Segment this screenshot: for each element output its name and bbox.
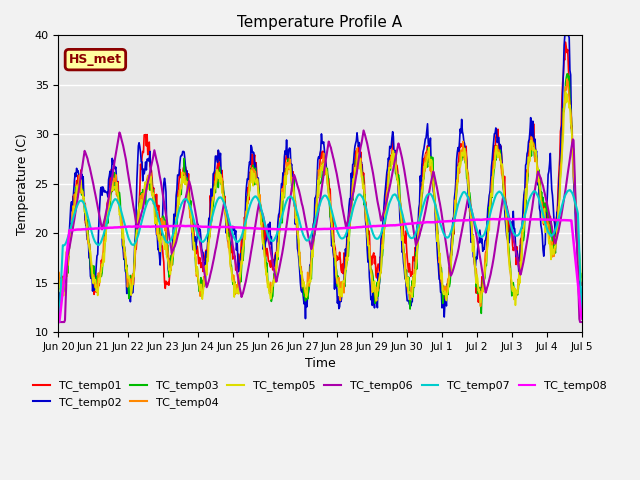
TC_temp02 <box>578 291 586 297</box>
TC_temp05 <box>578 277 586 283</box>
Y-axis label: Temperature (C): Temperature (C) <box>16 132 29 235</box>
TC_temp08 <box>501 216 509 222</box>
TC_temp03 <box>578 276 586 282</box>
TC_temp05 <box>414 241 422 247</box>
TC_temp07 <box>578 306 586 312</box>
TC_temp06 <box>360 128 367 133</box>
TC_temp05 <box>511 302 519 308</box>
TC_temp04 <box>54 269 62 275</box>
TC_temp04 <box>192 257 200 263</box>
Legend: TC_temp01, TC_temp02, TC_temp03, TC_temp04, TC_temp05, TC_temp06, TC_temp07, TC_: TC_temp01, TC_temp02, TC_temp03, TC_temp… <box>29 376 611 412</box>
TC_temp05 <box>192 253 200 259</box>
TC_temp02 <box>54 300 62 305</box>
TC_temp04 <box>170 242 177 248</box>
TC_temp06 <box>54 319 62 325</box>
Line: TC_temp02: TC_temp02 <box>58 36 582 319</box>
TC_temp04 <box>363 220 371 226</box>
Line: TC_temp08: TC_temp08 <box>58 219 582 322</box>
TC_temp03 <box>363 210 371 216</box>
Line: TC_temp04: TC_temp04 <box>58 79 582 306</box>
TC_temp08 <box>531 216 538 222</box>
TC_temp05 <box>531 148 538 154</box>
TC_temp08 <box>170 223 177 229</box>
TC_temp01 <box>192 251 200 257</box>
TC_temp05 <box>170 252 177 258</box>
TC_temp01 <box>562 39 570 45</box>
Line: TC_temp06: TC_temp06 <box>58 131 582 322</box>
TC_temp01 <box>54 275 62 280</box>
TC_temp03 <box>414 238 422 244</box>
TC_temp03 <box>531 152 538 158</box>
TC_temp01 <box>440 301 448 307</box>
TC_temp01 <box>414 222 422 228</box>
TC_temp06 <box>192 211 200 217</box>
TC_temp02 <box>301 316 309 322</box>
TC_temp06 <box>578 319 586 325</box>
TC_temp06 <box>531 191 538 196</box>
TC_temp04 <box>477 303 484 309</box>
Line: TC_temp01: TC_temp01 <box>58 42 582 304</box>
TC_temp03 <box>54 273 62 279</box>
TC_temp06 <box>312 225 319 231</box>
TC_temp08 <box>578 316 586 322</box>
Text: HS_met: HS_met <box>69 53 122 66</box>
X-axis label: Time: Time <box>305 357 335 370</box>
TC_temp08 <box>363 224 371 229</box>
TC_temp07 <box>192 225 200 231</box>
TC_temp02 <box>192 246 200 252</box>
TC_temp03 <box>192 264 200 270</box>
TC_temp07 <box>54 319 62 325</box>
TC_temp04 <box>312 222 319 228</box>
TC_temp03 <box>170 253 177 259</box>
TC_temp02 <box>561 33 569 38</box>
Line: TC_temp07: TC_temp07 <box>58 190 582 322</box>
TC_temp02 <box>531 140 538 145</box>
TC_temp05 <box>363 211 371 216</box>
TC_temp08 <box>192 223 200 229</box>
TC_temp02 <box>170 228 177 234</box>
TC_temp05 <box>54 289 62 295</box>
TC_temp04 <box>563 76 571 82</box>
TC_temp01 <box>312 204 319 210</box>
TC_temp01 <box>578 282 586 288</box>
Line: TC_temp05: TC_temp05 <box>58 92 582 305</box>
TC_temp04 <box>531 144 538 149</box>
TC_temp03 <box>564 71 572 77</box>
TC_temp03 <box>477 311 485 316</box>
TC_temp08 <box>414 220 422 226</box>
TC_temp04 <box>578 278 586 284</box>
TC_temp01 <box>531 139 538 144</box>
Title: Temperature Profile A: Temperature Profile A <box>237 15 403 30</box>
Line: TC_temp03: TC_temp03 <box>58 74 582 313</box>
TC_temp03 <box>312 220 319 226</box>
TC_temp02 <box>364 247 371 253</box>
TC_temp07 <box>414 223 422 228</box>
TC_temp02 <box>312 192 320 197</box>
TC_temp07 <box>566 187 573 193</box>
TC_temp07 <box>312 216 319 222</box>
TC_temp07 <box>170 231 177 237</box>
TC_temp07 <box>363 207 371 213</box>
TC_temp05 <box>312 214 319 220</box>
TC_temp04 <box>414 233 422 239</box>
TC_temp06 <box>170 247 177 252</box>
TC_temp08 <box>312 226 319 232</box>
TC_temp08 <box>54 319 62 325</box>
TC_temp06 <box>364 141 371 146</box>
TC_temp02 <box>415 205 422 211</box>
TC_temp07 <box>530 189 538 194</box>
TC_temp05 <box>562 89 570 95</box>
TC_temp01 <box>363 208 371 214</box>
TC_temp01 <box>170 249 177 255</box>
TC_temp06 <box>415 235 422 240</box>
